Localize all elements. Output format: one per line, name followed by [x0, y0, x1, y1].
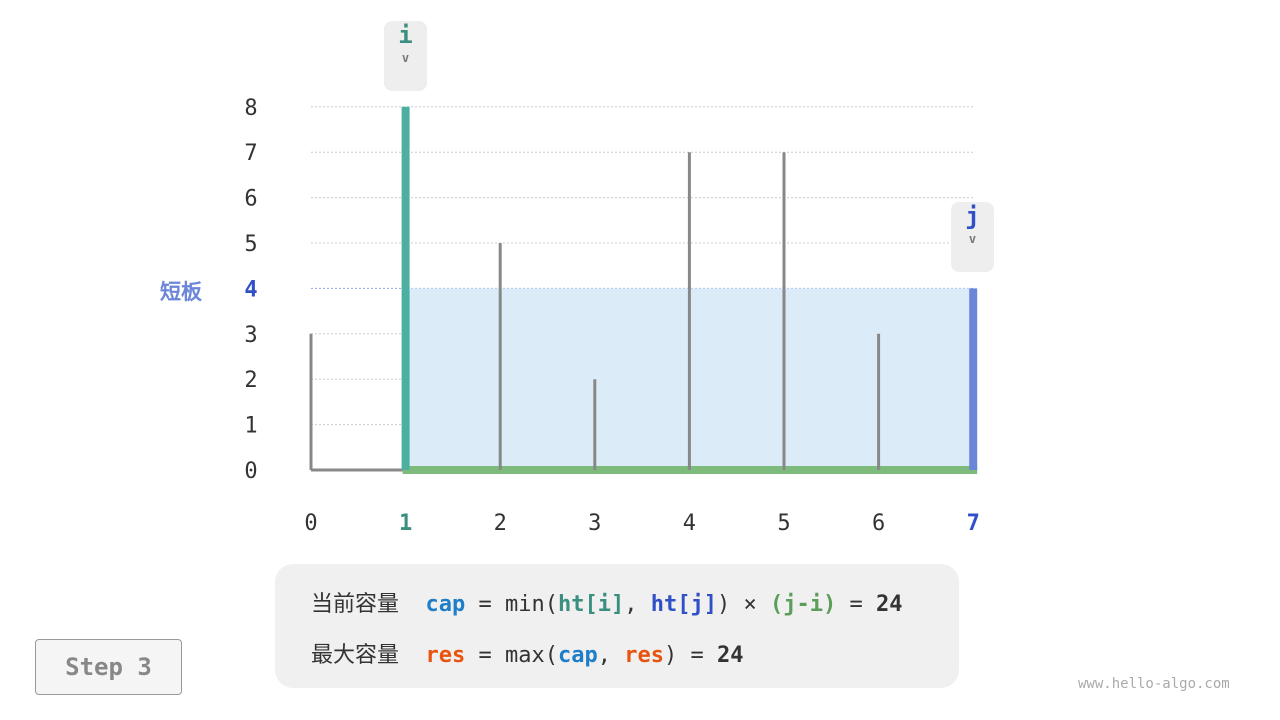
formula-box: 当前容量 cap = min(ht[i], ht[j]) × (j-i) = 2… [275, 564, 959, 688]
short-board-label: 短板 [160, 280, 202, 304]
x-tick-label: 0 [304, 511, 317, 536]
y-tick-label: 0 [244, 459, 257, 484]
formula-res: 最大容量 res = max(cap, res) = 24 [311, 643, 744, 668]
y-tick-label: 1 [244, 414, 257, 439]
y-tick-label: 5 [244, 232, 257, 257]
y-tick-label: 3 [244, 323, 257, 348]
y-tick-label: 8 [244, 96, 257, 121]
arrow-down-icon: v [401, 51, 410, 65]
x-tick-label: 3 [588, 511, 601, 536]
x-tick-label: 5 [777, 511, 790, 536]
formula-cap: 当前容量 cap = min(ht[i], ht[j]) × (j-i) = 2… [311, 592, 903, 617]
x-tick-label: 4 [683, 511, 696, 536]
x-tick-label: 7 [967, 511, 980, 536]
container-chart: 0 1 2 3 4 5 6 7 8 0 1 2 3 4 5 6 7 [244, 96, 980, 536]
x-tick-label: 6 [872, 511, 885, 536]
x-tick-label: 2 [494, 511, 507, 536]
arrow-down-icon: v [968, 232, 977, 246]
y-tick-label: 7 [244, 141, 257, 166]
x-tick-label: 1 [399, 511, 412, 536]
y-tick-label: 6 [244, 187, 257, 212]
y-tick-label: 4 [244, 277, 257, 302]
watermark: www.hello-algo.com [1078, 676, 1230, 692]
y-tick-label: 2 [244, 368, 257, 393]
step-button[interactable]: Step 3 [35, 639, 182, 695]
